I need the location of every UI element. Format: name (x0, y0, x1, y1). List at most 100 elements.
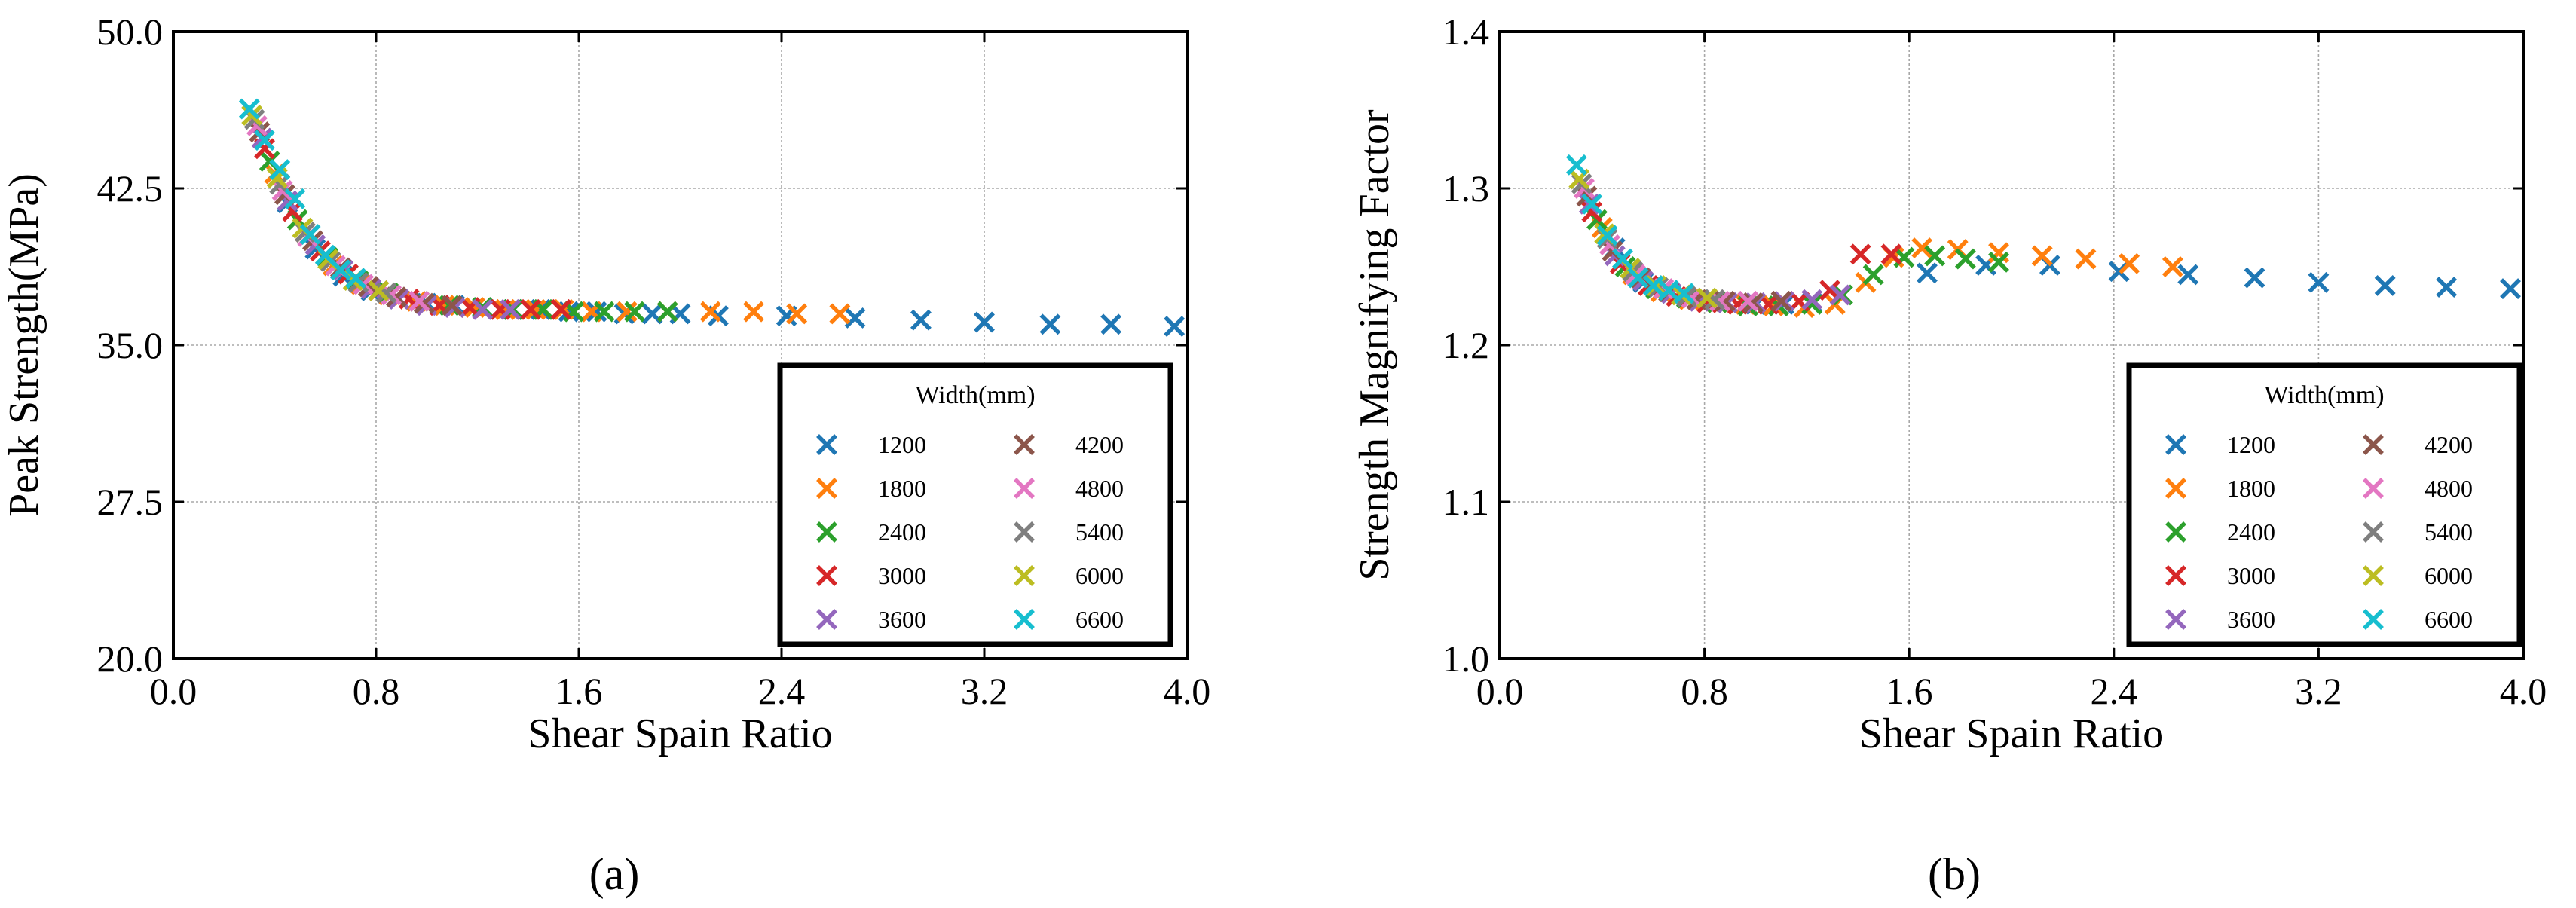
x-tick-label: 0.0 (150, 670, 197, 712)
legend-label-1800: 1800 (878, 475, 926, 502)
data-point (1642, 275, 1664, 296)
panel-label: (a) (589, 849, 640, 899)
data-point (2244, 267, 2265, 289)
legend-marker-3000 (816, 565, 837, 586)
data-point (1988, 251, 2009, 273)
legend-box (777, 362, 1173, 647)
data-point (1696, 287, 1718, 309)
data-point (1627, 267, 1649, 289)
legend-label-6000: 6000 (1075, 562, 1124, 589)
data-point (1988, 242, 2009, 264)
data-point (1954, 248, 1976, 270)
data-point (1742, 292, 1764, 313)
legend-marker-6000 (2363, 565, 2384, 586)
legend-marker-4200 (1014, 434, 1035, 455)
data-point (2161, 256, 2183, 277)
data-point (616, 301, 638, 323)
legend-label-4800: 4800 (1075, 475, 1124, 502)
series-6600 (238, 98, 367, 289)
data-point (2119, 252, 2140, 274)
legend-label-6000: 6000 (2425, 562, 2473, 589)
data-point (1565, 154, 1587, 176)
legend-marker-3600 (816, 609, 837, 630)
data-point (299, 224, 321, 245)
data-point (271, 179, 293, 201)
legend-label-5400: 5400 (2425, 518, 2473, 546)
data-point (472, 298, 494, 320)
legend-label-5400: 5400 (1075, 518, 1124, 546)
data-point (269, 159, 291, 180)
y-tick-label: 35.0 (97, 324, 164, 366)
y-tick-label: 20.0 (97, 637, 164, 680)
data-point (381, 284, 402, 306)
x-tick-label: 3.2 (961, 670, 1008, 712)
plot-frame (172, 30, 1189, 660)
legend-title: Width(mm) (915, 381, 1035, 409)
data-point (2177, 264, 2199, 286)
legend-marker-6000 (1014, 565, 1035, 586)
data-point (593, 301, 615, 323)
data-point (241, 104, 263, 126)
data-point (1911, 237, 1933, 258)
legend-marker-2400 (2165, 521, 2186, 543)
data-point (368, 280, 390, 301)
legend-label-3600: 3600 (878, 606, 926, 633)
data-point (1596, 225, 1618, 246)
data-point (2075, 248, 2097, 270)
legend-label-3000: 3000 (2227, 562, 2275, 589)
legend-label-6600: 6600 (1075, 606, 1124, 633)
data-point (2374, 275, 2396, 296)
y-tick-label: 1.3 (1442, 167, 1490, 209)
chart-panel-1: 0.0 0.8 1.6 2.4 3.2 4.0 20.0 27.5 35.0 42.5 50.0 Sh… (1, 11, 1210, 899)
data-point (829, 303, 851, 325)
x-tick-label: 3.2 (2295, 670, 2342, 712)
y-axis-title: Peak Strength(MPa) (1, 173, 47, 517)
data-point (974, 311, 995, 333)
legend-marker-6600 (1014, 609, 1035, 630)
data-point (1673, 283, 1695, 304)
data-point (1801, 289, 1823, 310)
legend-title: Width(mm) (2264, 381, 2384, 409)
series-1200 (277, 192, 1186, 337)
data-point (1849, 243, 1871, 265)
legend-label-3000: 3000 (878, 562, 926, 589)
legend-marker-2400 (816, 521, 837, 543)
data-point (494, 298, 516, 320)
legend-box (2126, 362, 2522, 647)
data-point (1862, 264, 1884, 286)
legend-label-2400: 2400 (2227, 518, 2275, 546)
data-point (254, 130, 275, 151)
data-point (284, 188, 306, 209)
data-point (1039, 313, 1061, 335)
data-point (345, 268, 367, 289)
panel-label: (b) (1928, 849, 1981, 899)
y-tick-label: 1.1 (1442, 481, 1490, 523)
legend-label-1200: 1200 (2227, 431, 2275, 458)
y-tick-label: 42.5 (97, 167, 164, 209)
data-point (1612, 248, 1633, 270)
data-point (2308, 271, 2330, 293)
x-axis-title: Shear Spain Ratio (528, 711, 832, 757)
data-point (520, 298, 542, 320)
data-point (329, 259, 351, 281)
legend-marker-4800 (1014, 478, 1035, 499)
data-point (2500, 278, 2521, 300)
data-point (1917, 262, 1938, 284)
data-point (238, 98, 260, 120)
data-point (786, 303, 808, 325)
legend-label-2400: 2400 (878, 518, 926, 546)
data-point (1658, 280, 1680, 301)
y-tick-label: 50.0 (97, 11, 164, 53)
data-point (910, 309, 932, 331)
legend-marker-1800 (2165, 478, 2186, 499)
y-axis-title: Strength Magnifying Factor (1351, 109, 1398, 581)
legend: Width(mm) 1200 1800 2400 3000 3600 4200 4800 540… (2126, 362, 2522, 647)
legend-label-1200: 1200 (878, 431, 926, 458)
plot-frame (1498, 30, 2525, 660)
legend: Width(mm) 1200 1800 2400 3000 3600 4200 4800 540… (777, 362, 1173, 647)
data-point (699, 301, 721, 323)
data-point (1581, 193, 1603, 215)
x-tick-label: 0.8 (1681, 670, 1728, 712)
data-point (1164, 316, 1186, 337)
